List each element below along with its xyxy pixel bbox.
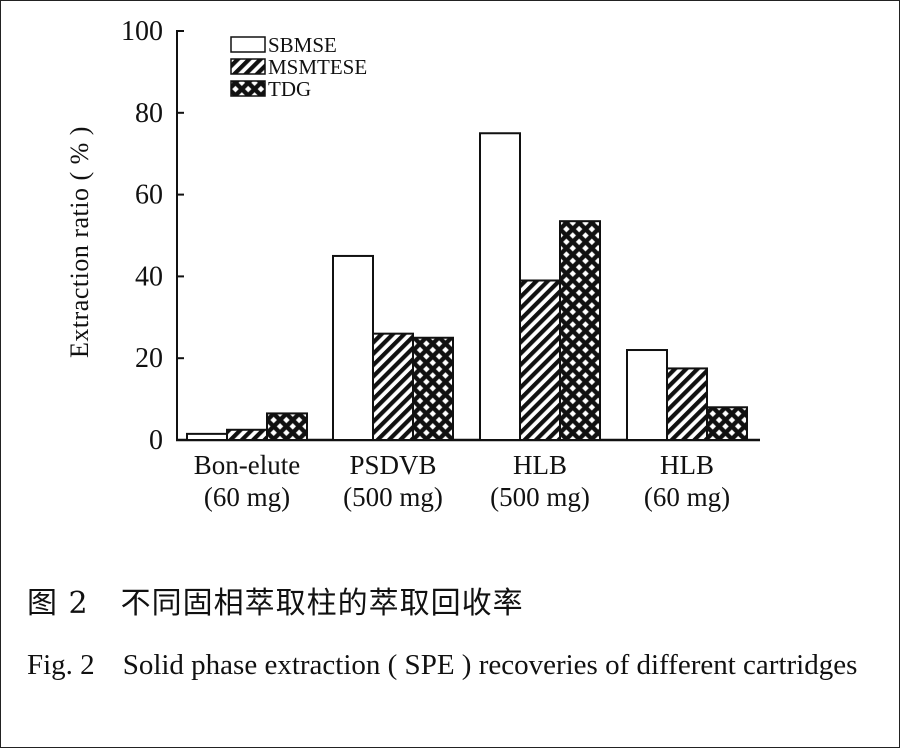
axes: 0 20 40 60 80 100 Extraction ratio ( % ) Bon-el… — [65, 16, 760, 512]
bar-chart: 0 20 40 60 80 100 Extraction ratio ( % ) Bon-el… — [65, 16, 760, 512]
bar-sbmse — [626, 349, 668, 441]
bar-msmtese — [372, 332, 414, 441]
y-tick-label: 40 — [135, 261, 163, 292]
legend-swatch — [230, 58, 266, 75]
x-tick-label: HLB — [513, 450, 567, 480]
bar-msmtese — [226, 428, 268, 441]
bar-tdg — [266, 412, 308, 442]
bar-msmtese — [666, 367, 708, 441]
caption-en-text: Solid phase extraction ( SPE ) recoverie… — [122, 649, 858, 681]
legend-swatch — [230, 36, 266, 53]
y-tick-label: 100 — [121, 16, 163, 47]
x-tick-label: Bon-elute — [194, 450, 300, 480]
legend-entry: SBMSE — [268, 33, 337, 57]
bar-tdg — [412, 336, 454, 441]
x-tick-label: (500 mg) — [343, 482, 443, 512]
bars — [186, 132, 748, 442]
legend-entry: MSMTESE — [268, 55, 367, 79]
y-tick-label: 80 — [135, 98, 163, 129]
legend-swatch — [230, 80, 266, 97]
y-tick-label: 60 — [135, 180, 163, 211]
caption-cn-number: 图 2 — [27, 586, 89, 621]
y-tick-label: 0 — [149, 425, 163, 456]
y-tick-label: 20 — [135, 343, 163, 374]
caption-chinese: 图 2 不同固相萃取柱的萃取回收率 — [27, 578, 524, 622]
bar-tdg — [559, 220, 601, 441]
x-tick-label: (60 mg) — [644, 482, 730, 512]
x-tick-label: (60 mg) — [204, 482, 290, 512]
legend-entry: TDG — [268, 77, 311, 101]
bar-msmtese — [519, 279, 561, 441]
caption-cn-text: 不同固相萃取柱的萃取回收率 — [120, 586, 524, 621]
x-tick-label: PSDVB — [349, 450, 436, 480]
bar-tdg — [706, 406, 748, 441]
bar-sbmse — [332, 254, 374, 441]
x-tick-label: (500 mg) — [490, 482, 590, 512]
bar-sbmse — [479, 132, 521, 441]
caption-english: Fig. 2 Solid phase extraction ( SPE ) rec… — [27, 640, 879, 690]
y-axis-label: Extraction ratio ( % ) — [65, 126, 94, 358]
x-tick-label: HLB — [660, 450, 714, 480]
caption-en-number: Fig. 2 — [27, 649, 95, 681]
bar-sbmse — [186, 432, 228, 441]
